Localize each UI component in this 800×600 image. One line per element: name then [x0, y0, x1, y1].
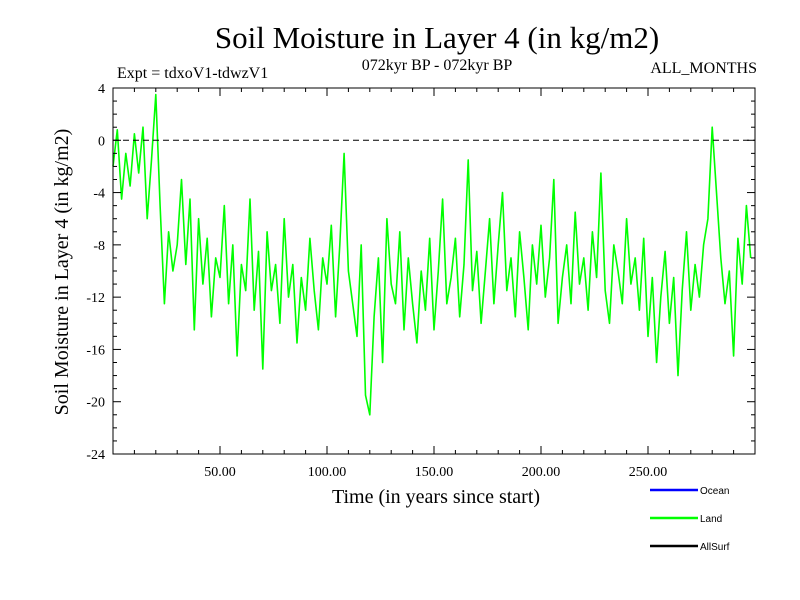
legend-entry-allsurf: AllSurf — [650, 542, 730, 553]
legend-label: AllSurf — [700, 542, 730, 553]
x-tick-label: 250.00 — [629, 465, 668, 480]
experiment-label: Expt = tdxoV1-tdwzV1 — [117, 65, 268, 82]
x-axis-label: Time (in years since start) — [332, 486, 540, 508]
series-layer — [112, 93, 752, 416]
x-tick-labels: 50.00 100.00 150.00 200.00 250.00 — [204, 465, 667, 480]
y-tick-label: -20 — [86, 396, 105, 411]
plot-area: 4 0 -4 -8 -12 -16 -20 -24 50.00 100.00 150.00 200.… — [86, 82, 756, 480]
x-tick-label: 200.00 — [522, 465, 561, 480]
y-tick-label: -24 — [86, 448, 105, 463]
legend-entry-ocean: Ocean — [650, 486, 729, 497]
y-tick-label: 0 — [98, 134, 105, 149]
y-tick-label: -4 — [93, 187, 105, 202]
legend-entry-land: Land — [650, 514, 722, 525]
months-label: ALL_MONTHS — [650, 60, 757, 77]
legend: Ocean Land AllSurf — [650, 486, 730, 553]
legend-label: Ocean — [700, 486, 729, 497]
period-label: 072kyr BP - 072kyr BP — [362, 57, 513, 74]
chart-title: Soil Moisture in Layer 4 (in kg/m2) — [215, 20, 659, 55]
x-tick-label: 150.00 — [415, 465, 454, 480]
y-tick-label: 4 — [98, 82, 105, 97]
y-tick-label: -16 — [86, 343, 105, 358]
axis-ticks — [113, 87, 755, 455]
x-tick-label: 100.00 — [308, 465, 347, 480]
y-tick-label: -8 — [93, 239, 105, 254]
y-axis-label: Soil Moisture in Layer 4 (in kg/m2) — [51, 129, 73, 416]
legend-label: Land — [700, 514, 722, 525]
series-line-land — [112, 93, 752, 416]
y-tick-labels: 4 0 -4 -8 -12 -16 -20 -24 — [86, 82, 105, 463]
y-tick-label: -12 — [86, 291, 105, 306]
x-tick-label: 50.00 — [204, 465, 236, 480]
